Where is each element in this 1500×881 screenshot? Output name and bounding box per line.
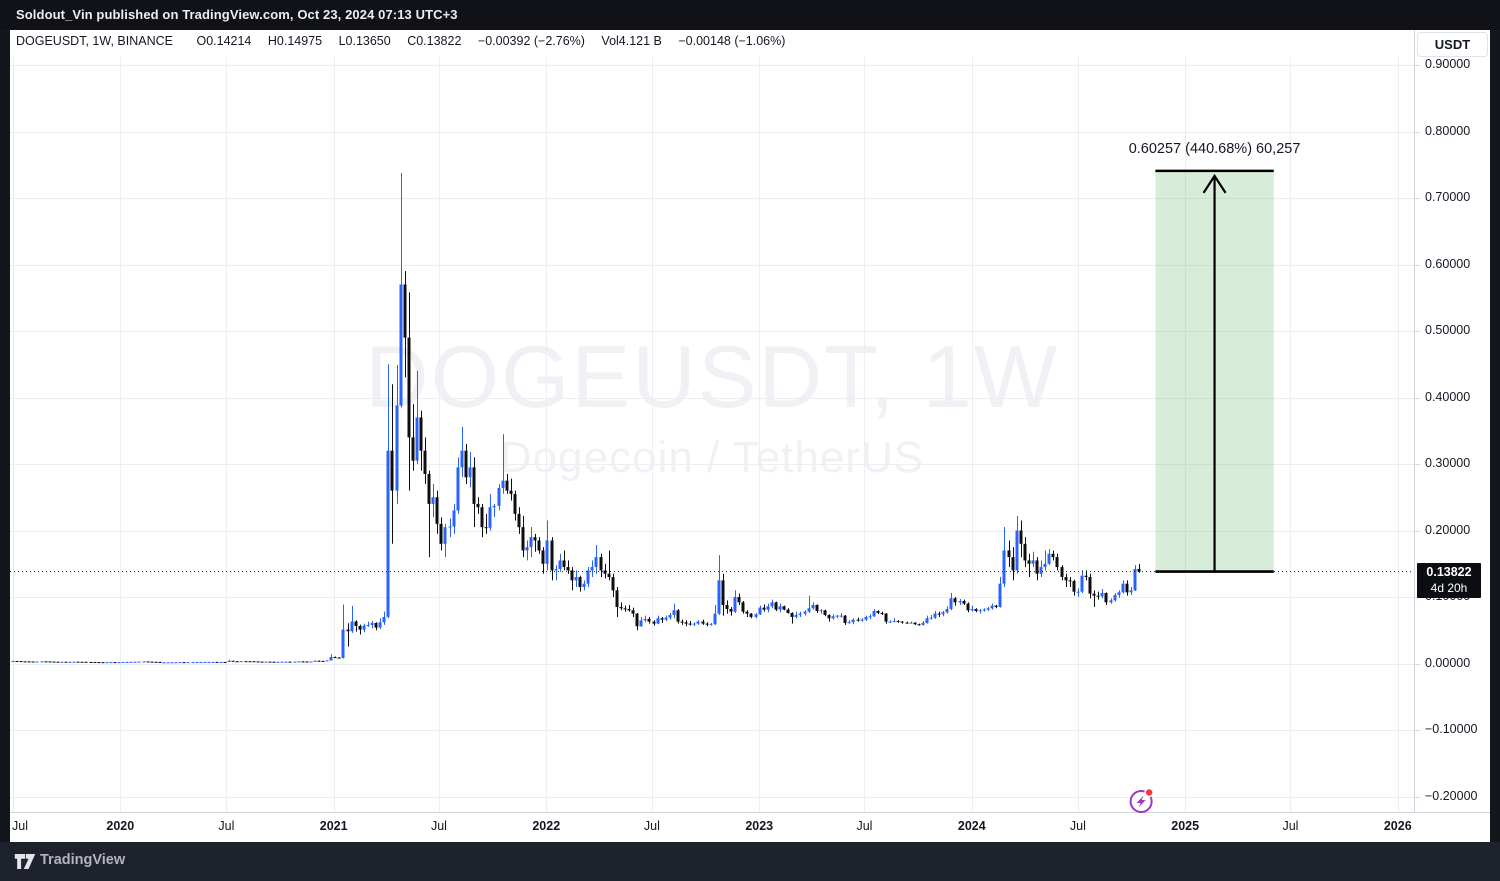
candlestick-series[interactable] bbox=[11, 172, 1141, 664]
y-axis-tick: 0.60000 bbox=[1425, 256, 1471, 271]
y-axis-tick: 0.70000 bbox=[1425, 190, 1471, 204]
ohlc-high: H0.14975 bbox=[267, 34, 323, 48]
y-axis-tick: 0.90000 bbox=[1425, 57, 1471, 71]
x-axis-tick: 2020 bbox=[106, 819, 135, 833]
x-axis-tick: 2021 bbox=[319, 819, 348, 833]
ohlc-close: C0.13822 bbox=[407, 34, 462, 48]
y-axis-tick: 0.40000 bbox=[1425, 389, 1471, 404]
y-axis-tick: −0.20000 bbox=[1425, 788, 1478, 803]
ohlc-low: L0.13650 bbox=[338, 34, 391, 48]
x-axis-tick: Jul bbox=[430, 819, 447, 833]
ohlc-open: O0.14214 bbox=[196, 34, 252, 48]
current-price-label: 0.13822 4d 20h bbox=[1417, 562, 1481, 598]
y-axis-tick: 0.80000 bbox=[1425, 123, 1471, 138]
alert-dot bbox=[1144, 787, 1154, 798]
footer-bar: TradingView bbox=[0, 842, 1500, 881]
axis-borders bbox=[10, 30, 1490, 813]
tradingview-wordmark[interactable]: TradingView bbox=[40, 852, 126, 868]
price-change: −0.00392 (−2.76%) bbox=[477, 34, 585, 48]
publish-bar: Soldout_Vin published on TradingView.com… bbox=[0, 0, 1500, 30]
y-axis-tick: 0.50000 bbox=[1425, 323, 1471, 337]
projection-drawing[interactable]: 0.60257 (440.68%) 60,257 bbox=[1129, 141, 1301, 573]
projection-label: 0.60257 (440.68%) 60,257 bbox=[1129, 141, 1301, 157]
price-axis[interactable]: 0.90000 0.80000 0.70000 0.60000 0.50000 0.400… bbox=[1414, 30, 1490, 812]
volume: Vol4.121 B bbox=[601, 34, 662, 48]
chart-card: DOGEUSDT, 1W Dogecoin / TetherUS 0.60257… bbox=[10, 30, 1490, 842]
publish-text: Soldout_Vin published on TradingView.com… bbox=[16, 7, 458, 22]
symbol-title[interactable]: DOGEUSDT, 1W, BINANCE bbox=[16, 34, 173, 48]
current-price-value: 0.13822 bbox=[1426, 564, 1472, 579]
event-marker-icon[interactable] bbox=[1129, 787, 1154, 813]
currency-toggle-button[interactable]: USDT bbox=[1417, 32, 1488, 57]
symbol-info-bar[interactable]: DOGEUSDT, 1W, BINANCE O0.14214 H0.14975 … bbox=[16, 34, 798, 54]
x-axis-tick: Jul bbox=[643, 819, 660, 833]
x-axis-tick: Jul bbox=[856, 819, 873, 833]
x-axis-tick: 2024 bbox=[957, 819, 986, 833]
y-axis-tick: 0.20000 bbox=[1425, 522, 1471, 537]
y-axis-tick: −0.10000 bbox=[1425, 722, 1478, 736]
price-chart-canvas[interactable]: 0.60257 (440.68%) 60,257 bbox=[10, 30, 1490, 842]
x-axis-tick: Jul bbox=[218, 819, 235, 833]
time-axis[interactable]: Jul 2020 Jul 2021 Jul 2022 Jul 2023 Jul 2024 Jul 20… bbox=[10, 812, 1490, 842]
x-axis-tick: 2022 bbox=[532, 819, 561, 833]
y-axis-tick: 0.30000 bbox=[1425, 456, 1471, 470]
grid-lines bbox=[10, 57, 1420, 812]
x-axis-tick: 2023 bbox=[745, 819, 774, 833]
x-axis-tick: 2026 bbox=[1383, 819, 1412, 833]
x-axis-tick: Jul bbox=[1282, 819, 1299, 833]
tradingview-logo-icon[interactable] bbox=[14, 852, 36, 876]
x-axis-tick: 2025 bbox=[1171, 819, 1200, 833]
y-axis-tick: 0.00000 bbox=[1425, 655, 1471, 670]
bar-countdown: 4d 20h bbox=[1430, 580, 1468, 595]
x-axis-tick: Jul bbox=[12, 819, 28, 833]
currency-toggle-label: USDT bbox=[1434, 37, 1471, 52]
x-axis-tick: Jul bbox=[1069, 819, 1086, 833]
volume-change: −0.00148 (−1.06%) bbox=[678, 34, 786, 48]
lightning-icon bbox=[1136, 795, 1146, 808]
